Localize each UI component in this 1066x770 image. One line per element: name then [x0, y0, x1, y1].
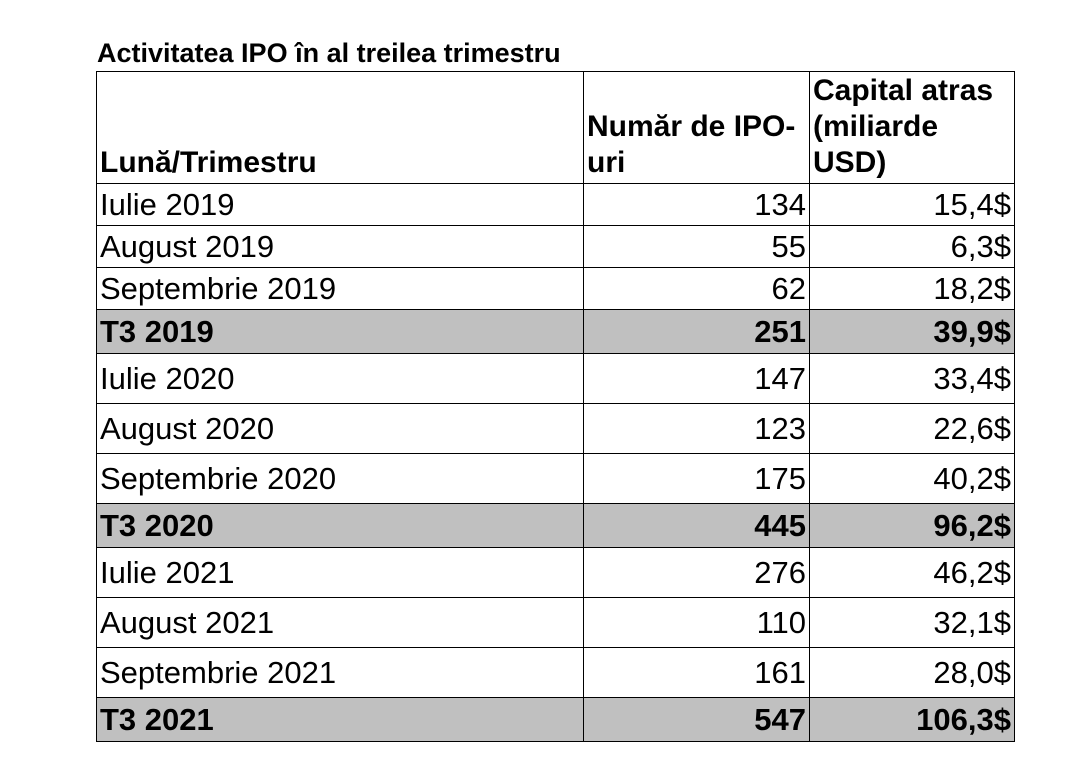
- capital-cell: 6,3$: [809, 225, 1015, 268]
- quarter-total-row: T3 2021 547 106,3$: [96, 697, 1015, 742]
- table-row: August 2020 123 22,6$: [96, 403, 1015, 454]
- ipo-count-cell: 445: [583, 503, 810, 548]
- table-row: August 2019 55 6,3$: [96, 225, 1015, 268]
- capital-cell: 96,2$: [809, 503, 1015, 548]
- table-row: Iulie 2019 134 15,4$: [96, 183, 1015, 226]
- period-cell: August 2021: [96, 597, 584, 648]
- ipo-count-cell: 276: [583, 547, 810, 598]
- ipo-count-cell: 161: [583, 647, 810, 698]
- capital-cell: 15,4$: [809, 183, 1015, 226]
- table-row: Septembrie 2020 175 40,2$: [96, 453, 1015, 504]
- ipo-count-cell: 62: [583, 267, 810, 310]
- capital-cell: 39,9$: [809, 309, 1015, 354]
- table-row: Iulie 2020 147 33,4$: [96, 353, 1015, 404]
- period-cell: Iulie 2021: [96, 547, 584, 598]
- capital-cell: 22,6$: [809, 403, 1015, 454]
- ipo-count-cell: 251: [583, 309, 810, 354]
- header-period: Lună/Trimestru: [96, 71, 584, 184]
- ipo-count-cell: 134: [583, 183, 810, 226]
- header-capital-raised: Capital atras (miliarde USD): [809, 71, 1015, 184]
- capital-cell: 32,1$: [809, 597, 1015, 648]
- capital-cell: 106,3$: [809, 697, 1015, 742]
- table-row: Iulie 2021 276 46,2$: [96, 547, 1015, 598]
- capital-cell: 33,4$: [809, 353, 1015, 404]
- ipo-count-cell: 175: [583, 453, 810, 504]
- period-cell: August 2020: [96, 403, 584, 454]
- period-cell: T3 2019: [96, 309, 584, 354]
- period-cell: Septembrie 2021: [96, 647, 584, 698]
- period-cell: T3 2020: [96, 503, 584, 548]
- period-cell: August 2019: [96, 225, 584, 268]
- table-row: Septembrie 2019 62 18,2$: [96, 267, 1015, 310]
- ipo-count-cell: 547: [583, 697, 810, 742]
- ipo-table: Lună/Trimestru Număr de IPO-uri Capital …: [96, 71, 1015, 742]
- table-header-row: Lună/Trimestru Număr de IPO-uri Capital …: [96, 71, 1015, 184]
- quarter-total-row: T3 2019 251 39,9$: [96, 309, 1015, 354]
- quarter-total-row: T3 2020 445 96,2$: [96, 503, 1015, 548]
- period-cell: Iulie 2020: [96, 353, 584, 404]
- period-cell: T3 2021: [96, 697, 584, 742]
- period-cell: Septembrie 2020: [96, 453, 584, 504]
- ipo-count-cell: 55: [583, 225, 810, 268]
- ipo-count-cell: 147: [583, 353, 810, 404]
- table-row: August 2021 110 32,1$: [96, 597, 1015, 648]
- ipo-count-cell: 123: [583, 403, 810, 454]
- period-cell: Iulie 2019: [96, 183, 584, 226]
- header-ipo-count: Număr de IPO-uri: [583, 71, 810, 184]
- table-row: Septembrie 2021 161 28,0$: [96, 647, 1015, 698]
- capital-cell: 28,0$: [809, 647, 1015, 698]
- ipo-count-cell: 110: [583, 597, 810, 648]
- table-title: Activitatea IPO în al treilea trimestru: [97, 38, 561, 68]
- period-cell: Septembrie 2019: [96, 267, 584, 310]
- capital-cell: 46,2$: [809, 547, 1015, 598]
- capital-cell: 18,2$: [809, 267, 1015, 310]
- capital-cell: 40,2$: [809, 453, 1015, 504]
